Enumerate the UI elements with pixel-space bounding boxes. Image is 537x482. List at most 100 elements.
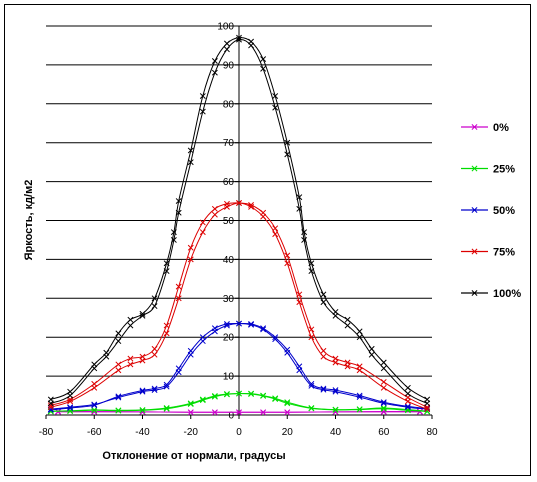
data-point-50pct-backward bbox=[163, 381, 170, 388]
data-point-100pct-backward bbox=[424, 396, 431, 403]
data-point-75pct-forward bbox=[380, 384, 387, 391]
data-point-100pct-forward bbox=[127, 322, 134, 329]
data-point-100pct-backward bbox=[404, 384, 411, 391]
data-point-75pct-backward bbox=[139, 353, 146, 360]
data-point-100pct-backward bbox=[163, 260, 170, 267]
data-point-100pct-forward bbox=[320, 299, 327, 306]
data-point-100pct-backward bbox=[301, 229, 308, 236]
y-tick-label: 60 bbox=[223, 177, 235, 188]
data-point-100pct-backward bbox=[344, 316, 351, 323]
data-point-25pct-backward bbox=[380, 405, 387, 411]
data-point-75pct-backward bbox=[199, 219, 206, 226]
data-point-100pct-backward bbox=[115, 330, 122, 337]
data-point-75pct-backward bbox=[127, 355, 134, 362]
series-100pct bbox=[47, 34, 431, 407]
series-0pct bbox=[55, 408, 423, 416]
data-point-25pct-backward bbox=[260, 392, 267, 399]
data-point-50pct-backward bbox=[187, 347, 194, 354]
data-point-50pct-backward bbox=[223, 321, 230, 327]
series-50pct bbox=[47, 320, 431, 413]
data-point-75pct-forward bbox=[320, 353, 327, 360]
data-point-75pct-forward bbox=[187, 256, 194, 263]
data-point-100pct-backward bbox=[151, 295, 158, 302]
data-point-50pct-backward bbox=[308, 380, 315, 387]
data-point-25pct-backward bbox=[223, 391, 230, 397]
data-point-100pct-forward bbox=[139, 312, 146, 319]
data-point-0pct-backward bbox=[236, 409, 242, 416]
data-point-100pct-backward bbox=[248, 38, 255, 45]
data-point-25pct-backward bbox=[91, 406, 98, 413]
data-point-50pct-backward bbox=[356, 392, 363, 399]
legend-marker bbox=[471, 124, 478, 130]
data-point-25pct-backward bbox=[356, 406, 363, 413]
data-point-75pct-backward bbox=[163, 322, 170, 329]
data-point-100pct-forward bbox=[380, 365, 387, 372]
data-point-100pct-backward bbox=[260, 56, 267, 63]
data-point-75pct-backward bbox=[296, 291, 303, 298]
data-point-50pct-backward bbox=[380, 399, 387, 406]
data-point-100pct-backward bbox=[296, 194, 303, 201]
x-tick-labels: -80 -60 -40 -20 0 20 40 60 80 bbox=[39, 427, 438, 438]
data-point-100pct-backward bbox=[368, 345, 375, 352]
data-point-100pct-backward bbox=[187, 147, 194, 154]
y-tick-labels: 0 10 20 30 40 50 60 70 80 90 100 bbox=[217, 22, 234, 422]
data-point-75pct-backward bbox=[344, 359, 351, 366]
y-tick-label: 40 bbox=[223, 255, 235, 266]
legend-label: 25% bbox=[493, 164, 515, 176]
data-point-100pct-backward bbox=[211, 58, 218, 64]
data-point-75pct-backward bbox=[320, 347, 327, 354]
data-point-50pct-backward bbox=[236, 320, 242, 327]
data-point-25pct-forward bbox=[163, 405, 170, 412]
data-point-75pct-forward bbox=[151, 351, 158, 358]
y-tick-label: 50 bbox=[223, 216, 235, 227]
data-point-100pct-backward bbox=[380, 359, 387, 366]
data-point-100pct-forward bbox=[356, 334, 363, 341]
data-point-75pct-forward bbox=[175, 295, 182, 302]
data-point-50pct-forward bbox=[308, 382, 315, 389]
data-point-100pct-backward bbox=[284, 139, 291, 146]
data-point-50pct-backward bbox=[296, 363, 303, 370]
data-point-25pct-backward bbox=[211, 392, 218, 399]
data-point-75pct-backward bbox=[175, 283, 182, 290]
x-tick-label: -20 bbox=[184, 427, 199, 438]
data-point-75pct-backward bbox=[236, 200, 242, 206]
data-point-100pct-forward bbox=[211, 69, 218, 76]
data-point-25pct-backward bbox=[308, 405, 315, 411]
data-point-50pct-forward bbox=[404, 404, 411, 411]
y-tick-label: 80 bbox=[223, 99, 235, 110]
data-point-25pct-forward bbox=[380, 405, 387, 412]
data-point-50pct-backward bbox=[175, 365, 182, 372]
data-point-75pct-backward bbox=[115, 361, 122, 368]
data-point-50pct-forward bbox=[272, 336, 279, 343]
data-point-0pct-backward bbox=[284, 409, 291, 416]
data-point-0pct-backward bbox=[260, 409, 267, 416]
data-point-50pct-backward bbox=[404, 403, 411, 410]
data-point-100pct-backward bbox=[199, 93, 206, 99]
data-point-25pct-backward bbox=[236, 390, 242, 397]
data-point-25pct-backward bbox=[163, 405, 170, 411]
data-point-100pct-forward bbox=[284, 151, 291, 158]
legend-item-25pct: 25% bbox=[461, 164, 515, 176]
data-point-100pct-backward bbox=[223, 40, 230, 47]
data-point-100pct-backward bbox=[320, 291, 327, 298]
legend-marker bbox=[471, 248, 478, 255]
data-point-100pct-forward bbox=[199, 108, 206, 115]
data-point-50pct-backward bbox=[332, 387, 339, 394]
data-point-50pct-backward bbox=[320, 385, 327, 392]
legend-label: 100% bbox=[493, 288, 521, 300]
x-tick-label: 80 bbox=[426, 427, 438, 438]
legend-label: 50% bbox=[493, 205, 515, 217]
y-tick-label: 10 bbox=[223, 372, 235, 383]
data-point-100pct-backward bbox=[170, 229, 177, 236]
data-point-75pct-forward bbox=[127, 361, 134, 368]
legend-marker bbox=[471, 165, 478, 172]
x-tick-label: 20 bbox=[282, 427, 294, 438]
x-tick-label: -60 bbox=[87, 427, 102, 438]
data-point-75pct-backward bbox=[211, 205, 218, 212]
data-point-75pct-backward bbox=[47, 402, 54, 409]
legend-item-50pct: 50% bbox=[461, 205, 515, 217]
y-tick-label: 0 bbox=[228, 411, 234, 422]
data-point-75pct-backward bbox=[380, 378, 387, 385]
data-point-100pct-forward bbox=[368, 351, 375, 358]
